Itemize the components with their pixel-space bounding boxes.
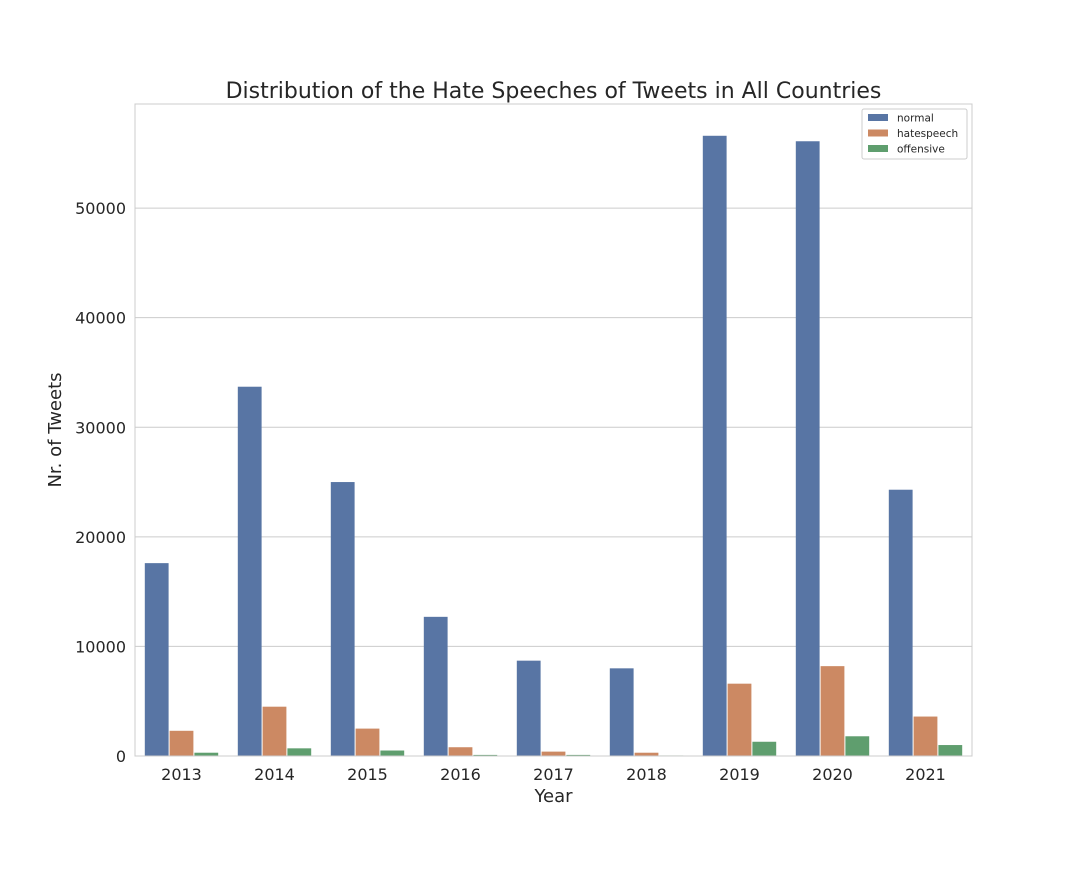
bar-offensive-2013	[194, 752, 219, 756]
y-tick-label: 30000	[75, 418, 126, 437]
bar-offensive-2021	[938, 745, 963, 756]
bar-normal-2016	[423, 616, 448, 756]
bar-normal-2017	[516, 660, 541, 756]
bar-hatespeech-2014	[262, 706, 287, 756]
bar-hatespeech-2016	[448, 747, 473, 756]
y-tick-label: 10000	[75, 637, 126, 656]
legend: normal hatespeech offensive	[861, 108, 968, 160]
y-tick-label: 20000	[75, 528, 126, 547]
x-tick-label: 2018	[626, 765, 667, 784]
bar-normal-2015	[330, 482, 355, 756]
legend-swatch-offensive	[868, 145, 888, 152]
bar-normal-2019	[702, 135, 727, 757]
plot-frame	[134, 103, 973, 757]
x-tick-label: 2015	[347, 765, 388, 784]
legend-label-hatespeech: hatespeech	[897, 128, 958, 140]
legend-swatch-normal	[868, 114, 888, 121]
y-tick-label: 40000	[75, 309, 126, 328]
bar-hatespeech-2021	[913, 716, 938, 756]
x-tick-label: 2016	[440, 765, 481, 784]
bar-offensive-2020	[845, 736, 870, 756]
y-axis-label: Nr. of Tweets	[45, 372, 66, 487]
x-axis-label: Year	[533, 786, 573, 807]
bar-offensive-2016	[473, 754, 498, 756]
y-tick-label: 50000	[75, 199, 126, 218]
x-tick-labels: 2013 2014 2015 2016 2017 2018 2019 2020 2021	[161, 765, 946, 784]
bar-normal-2013	[144, 563, 169, 756]
grid-lines	[135, 207, 972, 647]
bar-normal-2020	[795, 141, 820, 756]
x-tick-label: 2017	[533, 765, 574, 784]
legend-swatch-hatespeech	[868, 129, 888, 137]
bar-hatespeech-2015	[355, 728, 380, 756]
bar-offensive-2015	[380, 750, 405, 756]
bar-hatespeech-2019	[727, 683, 752, 756]
bar-hatespeech-2018	[634, 752, 659, 756]
bar-offensive-2019	[752, 741, 777, 756]
y-tick-label: 0	[116, 747, 126, 766]
bar-hatespeech-2013	[169, 730, 194, 756]
legend-box	[861, 108, 968, 160]
x-tick-label: 2014	[254, 765, 295, 784]
x-tick-label: 2013	[161, 765, 202, 784]
bar-hatespeech-2020	[820, 666, 845, 756]
x-tick-label: 2020	[812, 765, 853, 784]
legend-label-normal: normal	[897, 113, 934, 125]
legend-label-offensive: offensive	[897, 144, 945, 156]
bar-normal-2014	[237, 386, 262, 756]
x-tick-label: 2019	[719, 765, 760, 784]
bar-hatespeech-2017	[541, 751, 566, 756]
bar-normal-2018	[609, 668, 634, 756]
bar-offensive-2014	[287, 748, 312, 756]
y-tick-labels: 0 10000 20000 30000 40000 50000	[75, 199, 126, 766]
bar-normal-2021	[888, 489, 913, 756]
x-tick-label: 2021	[905, 765, 946, 784]
bars	[144, 135, 963, 757]
chart-title: Distribution of the Hate Speeches of Twe…	[226, 79, 882, 104]
bar-offensive-2017	[566, 754, 591, 756]
